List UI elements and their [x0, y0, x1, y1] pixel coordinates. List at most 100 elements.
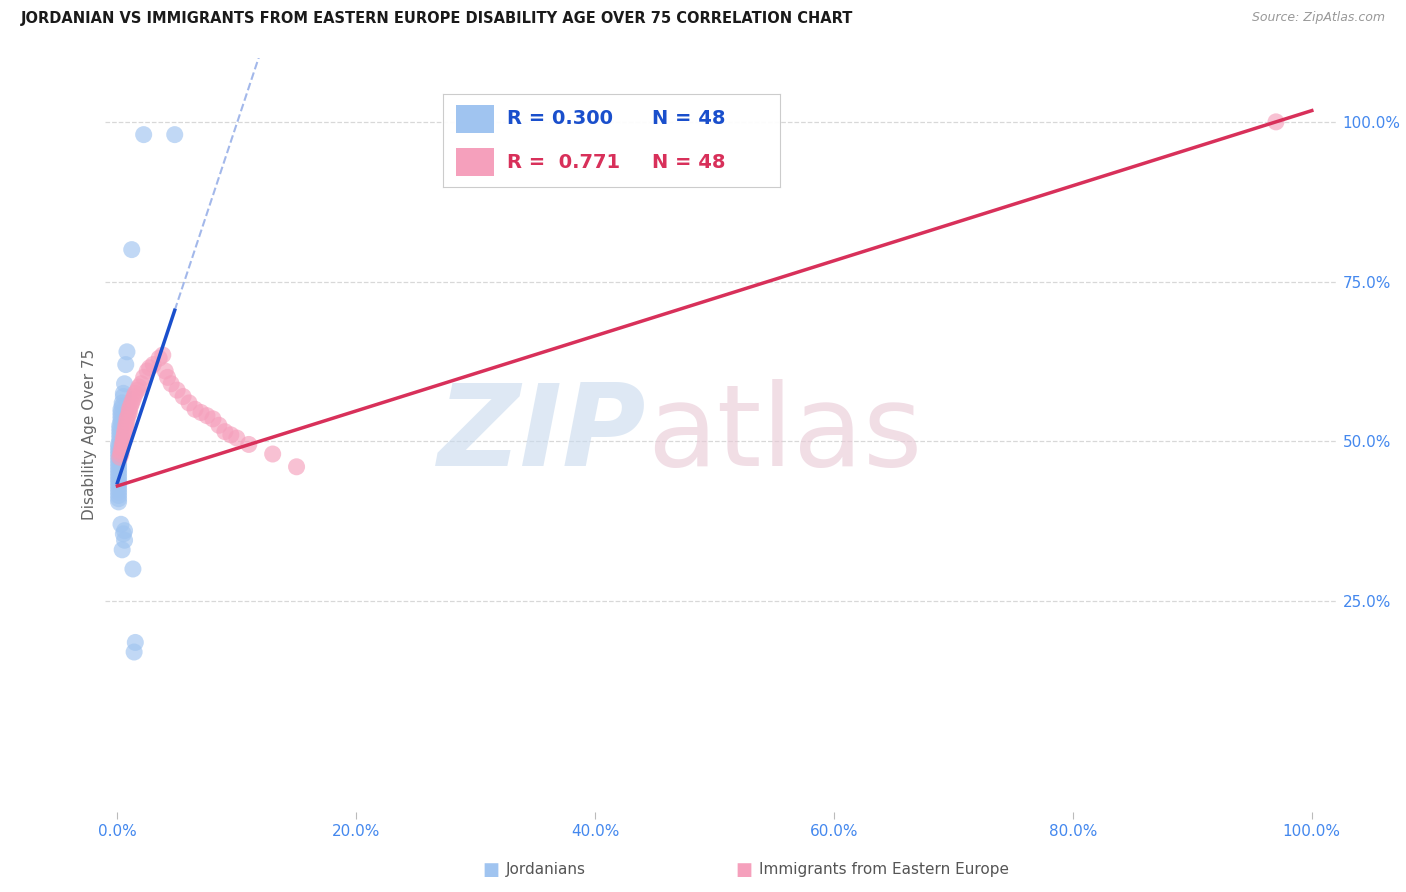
- Point: [111, 396, 134, 410]
- Point: [108, 418, 131, 433]
- Point: [114, 358, 136, 372]
- Point: [262, 447, 284, 461]
- Point: [138, 360, 160, 375]
- Point: [114, 428, 136, 442]
- Point: [118, 402, 141, 417]
- Point: [136, 364, 159, 378]
- Text: N = 48: N = 48: [652, 153, 725, 171]
- Point: [163, 128, 186, 142]
- Point: [107, 495, 129, 509]
- Point: [110, 415, 132, 429]
- Point: [238, 437, 260, 451]
- Point: [114, 421, 136, 435]
- Point: [127, 383, 149, 397]
- Point: [110, 412, 132, 426]
- Text: ZIP: ZIP: [439, 379, 647, 491]
- Point: [120, 399, 142, 413]
- Point: [112, 526, 135, 541]
- Point: [107, 491, 129, 506]
- Point: [107, 447, 129, 461]
- Point: [166, 383, 188, 397]
- Point: [107, 453, 129, 467]
- Point: [110, 447, 132, 461]
- Point: [118, 405, 141, 419]
- Point: [201, 412, 224, 426]
- Point: [117, 409, 139, 423]
- Point: [177, 396, 200, 410]
- Text: Jordanians: Jordanians: [506, 863, 586, 877]
- Point: [107, 485, 129, 500]
- Point: [190, 405, 212, 419]
- Point: [110, 517, 132, 532]
- Point: [110, 443, 132, 458]
- Point: [110, 402, 132, 417]
- Point: [107, 443, 129, 458]
- Point: [112, 390, 135, 404]
- Point: [110, 409, 132, 423]
- Point: [114, 376, 136, 391]
- Point: [208, 418, 231, 433]
- Point: [114, 533, 136, 548]
- Point: [112, 431, 135, 445]
- Point: [107, 463, 129, 477]
- Point: [108, 431, 131, 445]
- Point: [214, 425, 236, 439]
- Point: [122, 562, 145, 576]
- Point: [122, 390, 145, 404]
- Point: [107, 459, 129, 474]
- Text: R =  0.771: R = 0.771: [508, 153, 620, 171]
- Point: [111, 441, 134, 455]
- Point: [108, 428, 131, 442]
- Point: [107, 437, 129, 451]
- Text: N = 48: N = 48: [652, 110, 725, 128]
- Point: [152, 348, 174, 362]
- Point: [108, 450, 131, 465]
- Point: [107, 450, 129, 465]
- Bar: [457, 105, 494, 133]
- Point: [219, 428, 242, 442]
- Point: [107, 466, 129, 480]
- Point: [107, 479, 129, 493]
- Text: ■: ■: [735, 861, 752, 879]
- Point: [115, 344, 138, 359]
- Point: [107, 482, 129, 496]
- Text: Source: ZipAtlas.com: Source: ZipAtlas.com: [1251, 11, 1385, 24]
- Text: ■: ■: [482, 861, 499, 879]
- Point: [160, 376, 183, 391]
- Point: [107, 457, 129, 471]
- Point: [107, 441, 129, 455]
- Point: [121, 243, 143, 257]
- Point: [153, 364, 176, 378]
- Point: [111, 437, 134, 451]
- Text: Immigrants from Eastern Europe: Immigrants from Eastern Europe: [759, 863, 1010, 877]
- Point: [285, 459, 308, 474]
- Point: [225, 431, 247, 445]
- Point: [114, 425, 136, 439]
- Point: [108, 425, 131, 439]
- Point: [110, 405, 132, 419]
- Text: R = 0.300: R = 0.300: [508, 110, 613, 128]
- Point: [124, 386, 146, 401]
- Point: [112, 386, 135, 401]
- Bar: [457, 148, 494, 176]
- Point: [132, 128, 155, 142]
- Y-axis label: Disability Age Over 75: Disability Age Over 75: [82, 350, 97, 520]
- Point: [156, 370, 179, 384]
- Point: [195, 409, 218, 423]
- Point: [142, 358, 165, 372]
- Point: [112, 434, 135, 449]
- Point: [1265, 115, 1288, 129]
- Text: atlas: atlas: [647, 379, 922, 491]
- Point: [122, 645, 145, 659]
- Point: [114, 418, 136, 433]
- Point: [148, 351, 170, 366]
- Point: [128, 380, 150, 394]
- Point: [124, 635, 146, 649]
- Point: [184, 402, 207, 417]
- Point: [129, 376, 152, 391]
- Point: [108, 421, 131, 435]
- Point: [115, 412, 138, 426]
- Point: [108, 434, 131, 449]
- Point: [111, 542, 134, 557]
- Point: [114, 524, 136, 538]
